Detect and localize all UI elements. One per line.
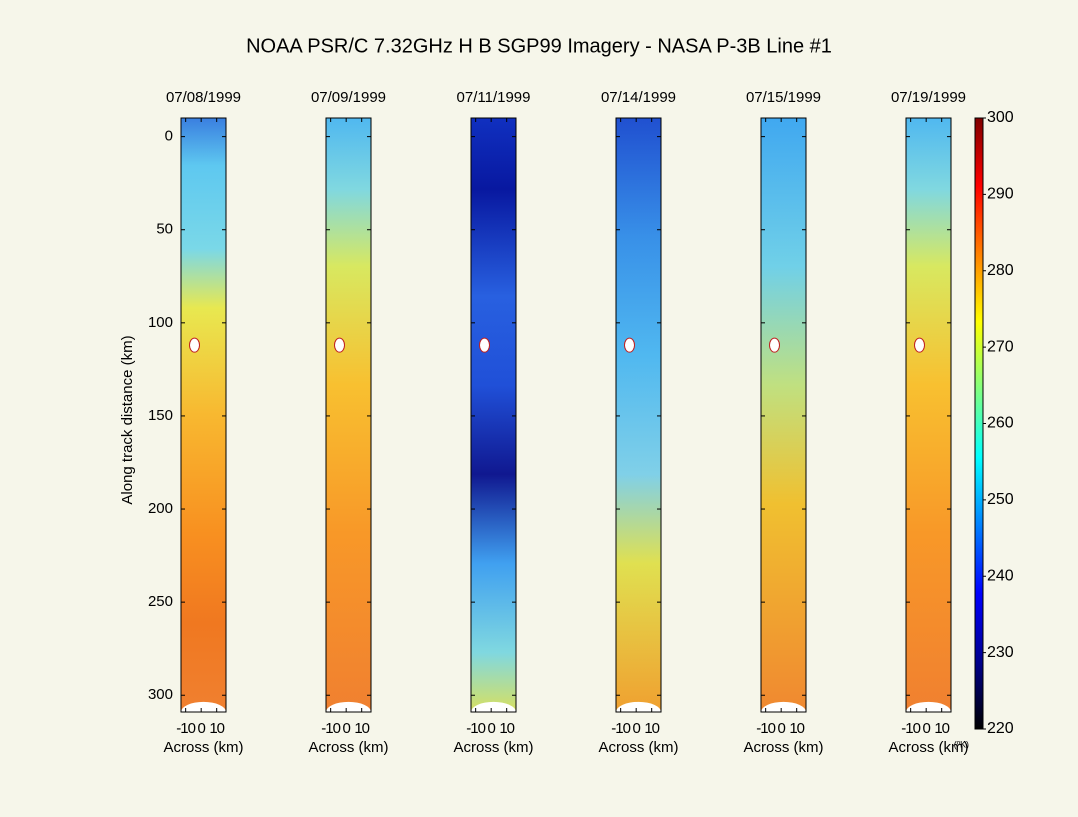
colorbar-tick-label: 300 bbox=[987, 109, 1014, 126]
panel-title: 07/15/1999 bbox=[746, 89, 821, 106]
panel-title: 07/11/1999 bbox=[457, 89, 531, 106]
colorbar-label: (ºK) bbox=[954, 739, 969, 749]
x-tick-label: 0 bbox=[778, 720, 786, 737]
axes-box bbox=[615, 117, 662, 713]
colorbar-tick-label: 220 bbox=[987, 720, 1014, 737]
swath-edge bbox=[181, 701, 226, 712]
feature bbox=[914, 337, 925, 353]
x-axis-label: Across (km) bbox=[744, 739, 824, 756]
imagery-strip bbox=[616, 118, 661, 712]
y-tick-label: 0 bbox=[165, 128, 173, 145]
x-tick-label: 10 bbox=[934, 720, 949, 737]
axes-box bbox=[760, 117, 807, 713]
feature bbox=[479, 337, 490, 353]
y-tick-label: 250 bbox=[148, 593, 173, 610]
swath-edge bbox=[761, 701, 806, 712]
panel-title: 07/09/1999 bbox=[311, 89, 386, 106]
axes-box bbox=[905, 117, 952, 713]
swath-edge bbox=[616, 701, 661, 712]
y-tick-label: 300 bbox=[148, 686, 173, 703]
x-tick-label: 10 bbox=[789, 720, 804, 737]
x-tick-label: 10 bbox=[644, 720, 659, 737]
swath-edge bbox=[326, 701, 371, 712]
imagery-strip bbox=[326, 118, 371, 712]
colorbar-tick-label: 250 bbox=[987, 491, 1014, 508]
x-tick-label: 0 bbox=[633, 720, 641, 737]
feature bbox=[769, 337, 780, 353]
x-tick-label: -10 bbox=[901, 720, 920, 737]
panel-title: 07/08/1999 bbox=[166, 89, 241, 106]
panel-title: 07/19/1999 bbox=[891, 89, 966, 106]
axes-box bbox=[325, 117, 372, 713]
x-tick-label: -10 bbox=[611, 720, 630, 737]
x-axis-label: Across (km) bbox=[454, 739, 534, 756]
colorbar-tick-label: 230 bbox=[987, 644, 1014, 661]
x-tick-label: -10 bbox=[321, 720, 340, 737]
imagery-strip bbox=[906, 118, 951, 712]
feature bbox=[189, 337, 200, 353]
imagery-strip bbox=[761, 118, 806, 712]
x-tick-label: 10 bbox=[354, 720, 369, 737]
swath-edge bbox=[906, 701, 951, 712]
x-tick-label: 10 bbox=[209, 720, 224, 737]
colorbar-tick-label: 270 bbox=[987, 338, 1014, 355]
x-tick-label: -10 bbox=[756, 720, 775, 737]
x-tick-label: 0 bbox=[198, 720, 206, 737]
imagery-strip bbox=[181, 118, 226, 712]
feature bbox=[334, 337, 345, 353]
x-tick-label: 10 bbox=[499, 720, 514, 737]
x-axis-label: Across (km) bbox=[599, 739, 679, 756]
x-tick-label: 0 bbox=[488, 720, 496, 737]
x-axis-label: Across (km) bbox=[164, 739, 244, 756]
y-tick-label: 200 bbox=[148, 500, 173, 517]
x-axis-label: Across (km) bbox=[309, 739, 389, 756]
x-tick-label: -10 bbox=[466, 720, 485, 737]
colorbar bbox=[974, 117, 984, 730]
y-tick-label: 100 bbox=[148, 314, 173, 331]
y-tick-label: 50 bbox=[156, 221, 173, 238]
colorbar-tick-label: 280 bbox=[987, 262, 1014, 279]
chart-title: NOAA PSR/C 7.32GHz H B SGP99 Imagery - N… bbox=[246, 35, 832, 57]
x-tick-label: 0 bbox=[923, 720, 931, 737]
colorbar-tick-label: 290 bbox=[987, 186, 1014, 203]
x-tick-label: -10 bbox=[176, 720, 195, 737]
imagery-strip bbox=[471, 118, 516, 712]
feature bbox=[624, 337, 635, 353]
panel-title: 07/14/1999 bbox=[601, 89, 676, 106]
y-axis-label: Along track distance (km) bbox=[119, 335, 136, 504]
x-tick-label: 0 bbox=[343, 720, 351, 737]
axes-box bbox=[470, 117, 517, 713]
colorbar-tick-label: 260 bbox=[987, 415, 1014, 432]
swath-edge bbox=[471, 701, 516, 712]
x-axis-label: Across (km) bbox=[889, 739, 969, 756]
colorbar-tick-label: 240 bbox=[987, 567, 1014, 584]
y-tick-label: 150 bbox=[148, 407, 173, 424]
axes-box bbox=[180, 117, 227, 713]
